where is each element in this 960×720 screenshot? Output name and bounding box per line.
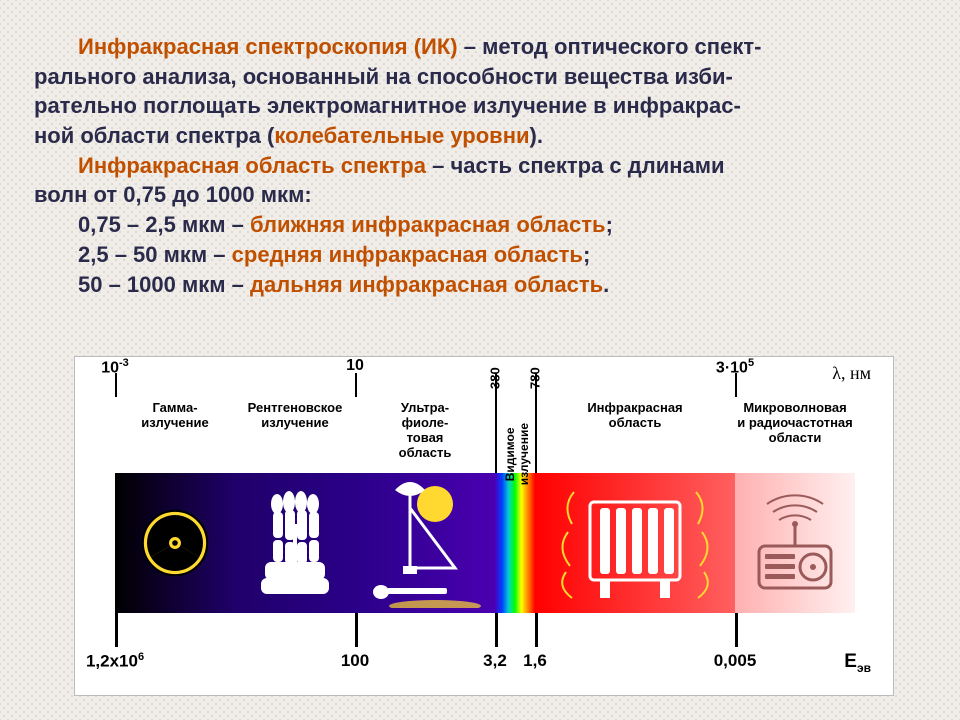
bottom-tick-label: 3,2	[483, 651, 507, 671]
bottom-tick-label: 1,2x106	[86, 651, 144, 672]
ir-icon	[535, 473, 735, 613]
lambda-axis-label: λ, нм	[832, 363, 871, 384]
spectrum-diagram: λ, нм Eэв Гамма-излучениеРентгеновскоеиз…	[74, 356, 894, 696]
uv-icon	[355, 473, 495, 613]
top-tick-label: 10	[346, 357, 364, 375]
term-ir-spectroscopy: Инфракрасная спектроскопия (ИК)	[78, 34, 458, 59]
definition-text: Инфракрасная спектроскопия (ИК) – метод …	[0, 0, 960, 299]
spectrum-band-visible	[495, 473, 535, 613]
term-mid-ir: средняя инфракрасная область	[232, 242, 583, 267]
bottom-tick	[495, 613, 498, 647]
bottom-tick	[735, 613, 738, 647]
bottom-tick	[355, 613, 358, 647]
band-label: Рентгеновскоеизлучение	[235, 401, 355, 431]
bottom-tick-label: 100	[341, 651, 369, 671]
bottom-tick-label: 1,6	[523, 651, 547, 671]
band-label: Ультра-фиоле-товаяобласть	[355, 401, 495, 461]
top-tick-label: 380	[488, 363, 503, 393]
top-tick	[355, 373, 357, 397]
gamma-icon	[115, 473, 235, 613]
top-tick-label: 10-3	[101, 357, 129, 377]
term-vibrational-levels: колебательные уровни	[274, 123, 529, 148]
radio-icon	[735, 473, 855, 613]
top-tick-label: 3·105	[716, 357, 754, 377]
term-near-ir: ближняя инфракрасная область	[250, 212, 606, 237]
bottom-tick-label: 0,005	[714, 651, 757, 671]
top-tick-label: 780	[528, 363, 543, 393]
band-label: Микроволноваяи радиочастотнаяобласти	[735, 401, 855, 446]
band-label: Гамма-излучение	[115, 401, 235, 431]
bottom-tick	[115, 613, 118, 647]
term-far-ir: дальняя инфракрасная область	[250, 272, 603, 297]
band-label: Видимоеизлучение	[503, 423, 531, 485]
xray-icon	[235, 473, 355, 613]
term-ir-region: Инфракрасная область спектра	[78, 153, 426, 178]
energy-axis-label: Eэв	[844, 651, 871, 675]
band-label: Инфракраснаяобласть	[535, 401, 735, 431]
bottom-tick	[535, 613, 538, 647]
